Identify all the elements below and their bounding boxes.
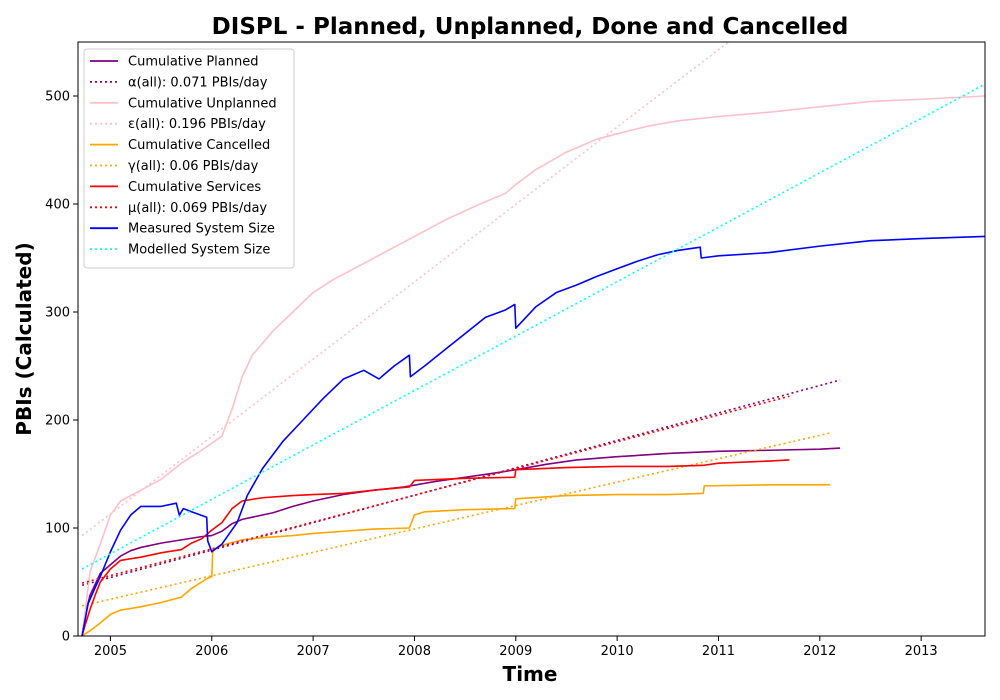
x-axis-label: Time: [503, 662, 558, 686]
y-tick-label: 200: [45, 414, 70, 429]
legend-entry: ε(all): 0.196 PBIs/day: [128, 117, 266, 132]
x-tick-label: 2011: [702, 644, 735, 659]
y-tick-label: 100: [45, 522, 70, 537]
legend-entry: Cumulative Cancelled: [128, 138, 270, 153]
series-layer: [81, 42, 985, 636]
y-axis: 0 100 200 300 400 500: [45, 90, 78, 645]
x-tick-label: 2005: [94, 644, 127, 659]
legend-entry: Cumulative Services: [128, 180, 261, 195]
series-line-modelled-system-size: [81, 83, 985, 570]
y-tick-label: 400: [45, 198, 70, 213]
x-tick-label: 2012: [803, 644, 836, 659]
legend-entry: μ(all): 0.069 PBIs/day: [128, 201, 267, 216]
x-tick-label: 2007: [297, 644, 330, 659]
legend-entry: Measured System Size: [128, 222, 275, 237]
series-line-all-0-069-pbis-day: [81, 395, 790, 584]
series-line-all-0-06-pbis-day: [81, 432, 831, 607]
legend-entry: γ(all): 0.06 PBIs/day: [128, 159, 259, 174]
legend-entry: α(all): 0.071 PBIs/day: [128, 75, 268, 90]
series-line-all-0-196-pbis-day: [81, 42, 730, 537]
plot-frame: [77, 41, 986, 637]
legend-entry: Cumulative Planned: [128, 55, 258, 70]
legend: Cumulative Planned α(all): 0.071 PBIs/day…: [83, 48, 295, 269]
x-tick-label: 2013: [905, 644, 938, 659]
x-tick-label: 2010: [601, 644, 634, 659]
x-tick-label: 2008: [398, 644, 431, 659]
y-tick-label: 500: [45, 90, 70, 105]
x-axis: 2005 2006 2007 2008 2009 2010 2011 2012 2013: [94, 636, 938, 659]
series-line-cumulative-planned: [81, 447, 841, 636]
series-line-cumulative-unplanned: [81, 95, 985, 636]
y-tick-label: 300: [45, 306, 70, 321]
legend-entry: Cumulative Unplanned: [128, 96, 277, 111]
series-line-measured-system-size: [81, 235, 985, 636]
series-line-cumulative-cancelled: [81, 483, 830, 636]
legend-box: [83, 48, 295, 269]
y-axis-label: PBIs (Calculated): [12, 242, 36, 435]
legend-entry: Modelled System Size: [128, 243, 270, 258]
chart-title: DISPL - Planned, Unplanned, Done and Can…: [212, 14, 849, 40]
y-tick-label: 0: [62, 630, 70, 645]
series-line-cumulative-services: [81, 459, 790, 636]
series-line-all-0-071-pbis-day: [81, 379, 841, 587]
x-tick-label: 2009: [499, 644, 532, 659]
x-tick-label: 2006: [195, 644, 228, 659]
